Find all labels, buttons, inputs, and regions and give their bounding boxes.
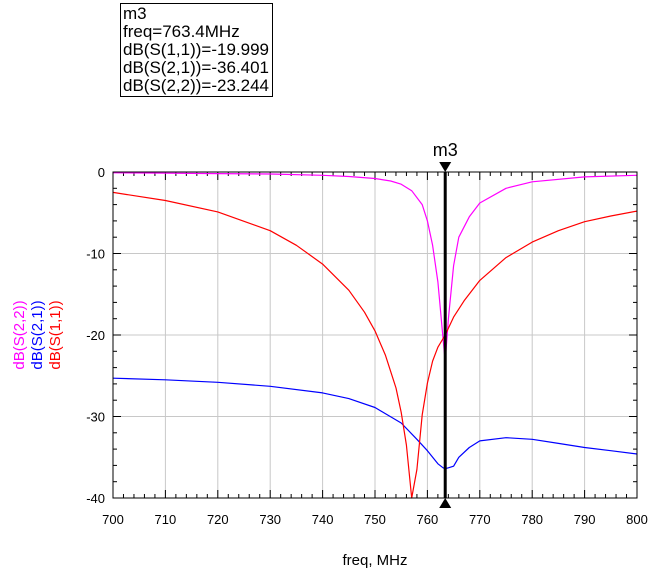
x-tick-label: 700 bbox=[102, 512, 124, 527]
marker-s11-readout: dB(S(1,1))=-19.999 bbox=[123, 40, 269, 59]
x-tick-label: 730 bbox=[259, 512, 281, 527]
y-tick-label: -30 bbox=[86, 410, 105, 425]
y-axis-label-1: dB(S(2,2)) bbox=[11, 300, 28, 369]
marker-bottom-triangle bbox=[439, 498, 452, 508]
plot-frame bbox=[112, 171, 638, 499]
marker-readout-box: m3 freq=763.4MHz dB(S(1,1))=-19.999 dB(S… bbox=[120, 3, 273, 97]
marker-label: m3 bbox=[433, 140, 458, 160]
x-tick-label: 720 bbox=[207, 512, 229, 527]
y-tick-label: -20 bbox=[86, 328, 105, 343]
x-tick-label: 770 bbox=[469, 512, 491, 527]
y-tick-label: -40 bbox=[86, 491, 105, 506]
series-line-1 bbox=[112, 172, 638, 362]
y-axis-label-3: dB(S(1,1)) bbox=[47, 300, 64, 369]
y-tick-label: 0 bbox=[98, 165, 105, 180]
series-line-3 bbox=[112, 191, 638, 499]
x-tick-label: 760 bbox=[417, 512, 439, 527]
x-tick-label: 740 bbox=[312, 512, 334, 527]
marker-s21-readout: dB(S(2,1))=-36.401 bbox=[123, 58, 269, 77]
marker-s22-readout: dB(S(2,2))=-23.244 bbox=[123, 76, 269, 95]
x-tick-label: 710 bbox=[155, 512, 177, 527]
x-tick-label: 780 bbox=[521, 512, 543, 527]
marker-name: m3 bbox=[123, 4, 147, 23]
marker-top-triangle bbox=[439, 162, 452, 172]
y-tick-label: -10 bbox=[86, 247, 105, 262]
x-axis-label: freq, MHz bbox=[342, 552, 407, 569]
x-tick-label: 790 bbox=[574, 512, 596, 527]
marker-freq-readout: freq=763.4MHz bbox=[123, 22, 240, 41]
x-tick-label: 750 bbox=[364, 512, 386, 527]
x-tick-label: 800 bbox=[626, 512, 648, 527]
y-axis-label-2: dB(S(2,1)) bbox=[29, 300, 46, 369]
